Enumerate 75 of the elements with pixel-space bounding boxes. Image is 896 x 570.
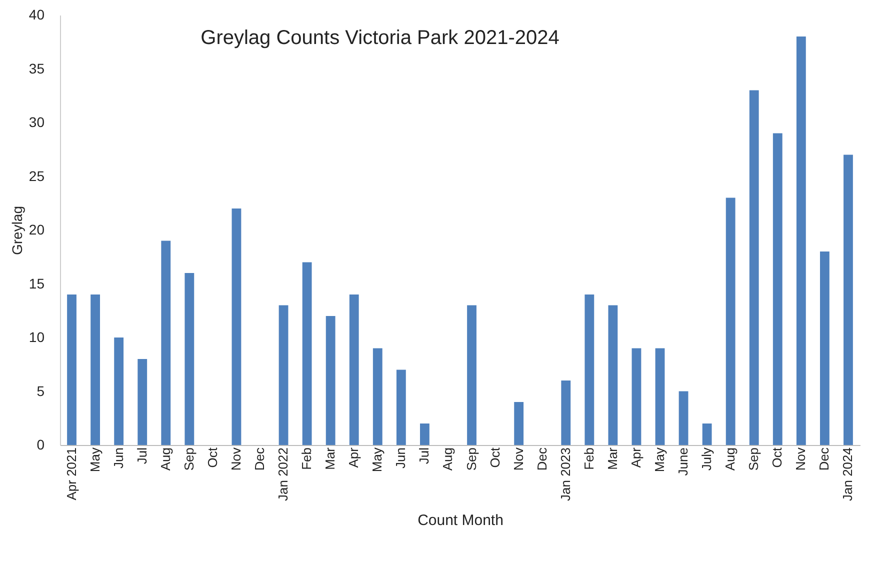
x-tick-label: Dec — [816, 447, 832, 471]
x-tick-label: Oct — [770, 447, 785, 468]
bar — [326, 316, 336, 445]
x-tick-label: June — [676, 448, 691, 476]
x-axis-title: Count Month — [418, 512, 504, 529]
bar — [67, 294, 76, 445]
x-tick-label: Jan 2023 — [558, 448, 573, 501]
y-tick-label: 0 — [36, 436, 45, 452]
x-tick-label: Apr — [628, 446, 644, 468]
bar — [349, 294, 359, 445]
x-tick-label: Mar — [604, 446, 620, 470]
x-tick-label: Aug — [158, 448, 173, 471]
x-tick-label: Nov — [793, 447, 808, 471]
x-tick-label: Jan 2024 — [840, 448, 856, 501]
bar — [396, 370, 406, 445]
bar — [678, 391, 688, 445]
x-tick-label: Jul — [416, 447, 432, 464]
bar — [161, 240, 171, 445]
y-tick-label: 20 — [28, 222, 45, 238]
x-tick-label: July — [699, 447, 714, 471]
bar — [467, 305, 476, 445]
x-tick-label: May — [652, 447, 667, 472]
x-tick-label: Jul — [134, 447, 150, 464]
x-tick-label: Sep — [746, 448, 762, 471]
bar — [749, 90, 759, 445]
bar — [420, 424, 430, 445]
x-tick-label: Nov — [228, 447, 244, 471]
bar — [608, 305, 618, 445]
x-tick-label: Dec — [534, 447, 550, 471]
bar — [632, 348, 642, 445]
x-tick-label: Mar — [322, 446, 338, 470]
y-tick-label: 30 — [28, 114, 45, 130]
text: Greylag Counts Victoria Park 2021-2024 — [200, 27, 560, 49]
bar — [114, 338, 124, 445]
bar — [844, 154, 853, 445]
bar — [655, 348, 665, 445]
x-tick-label: Apr 2021 — [64, 448, 79, 500]
x-tick-label: Feb — [299, 448, 314, 470]
x-tick-label: Jan 2022 — [276, 448, 291, 501]
bar — [772, 133, 782, 445]
y-tick-label: 10 — [28, 329, 45, 345]
bar — [90, 294, 100, 445]
bar — [820, 252, 830, 445]
x-tick-label: Jun — [110, 448, 126, 468]
bar — [232, 208, 242, 445]
x-tick-label: Aug — [440, 448, 456, 471]
bar — [278, 305, 288, 445]
bar — [561, 380, 571, 445]
bar — [702, 424, 712, 445]
y-axis-title: Greylag — [8, 206, 25, 256]
x-tick-label: May — [87, 447, 102, 472]
bar — [184, 273, 194, 445]
y-tick-label: 35 — [28, 60, 45, 76]
y-tick-label: 5 — [36, 382, 45, 399]
bar — [302, 262, 312, 445]
x-tick-label: Feb — [581, 448, 596, 470]
bar — [372, 348, 382, 445]
bar — [514, 402, 524, 445]
x-tick-label: Sep — [464, 448, 479, 471]
x-tick-label: Nov — [510, 447, 526, 471]
x-tick-label: Apr — [346, 446, 362, 468]
x-tick-label: Oct — [487, 447, 502, 468]
y-tick-label: 40 — [28, 6, 45, 22]
x-tick-label: Oct — [204, 447, 220, 468]
bar — [138, 359, 148, 445]
bar — [584, 294, 594, 445]
x-tick-label: Dec — [252, 447, 267, 471]
x-tick-label: May — [370, 447, 385, 472]
x-tick-label: Aug — [722, 448, 738, 471]
bar — [726, 198, 736, 445]
bar — [796, 36, 806, 445]
x-tick-label: Sep — [181, 448, 196, 471]
y-tick-label: 15 — [28, 275, 45, 292]
x-tick-label: Jun — [393, 448, 408, 468]
y-tick-label: 25 — [28, 168, 45, 184]
